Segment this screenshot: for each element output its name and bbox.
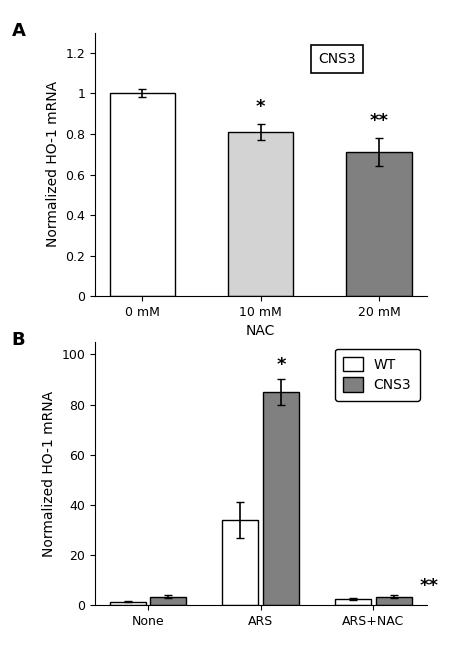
Bar — [110, 93, 175, 296]
Text: *: * — [276, 356, 286, 374]
Y-axis label: Normalized HO-1 mRNA: Normalized HO-1 mRNA — [42, 391, 55, 557]
Text: B: B — [12, 331, 26, 349]
Text: A: A — [12, 22, 26, 40]
Bar — [228, 132, 293, 296]
Bar — [263, 392, 299, 605]
Bar — [222, 520, 258, 605]
Text: CNS3: CNS3 — [318, 52, 356, 66]
Legend: WT, CNS3: WT, CNS3 — [335, 349, 419, 400]
Text: **: ** — [420, 577, 439, 596]
Bar — [110, 602, 146, 605]
Bar — [335, 599, 371, 605]
Bar — [375, 596, 411, 605]
Y-axis label: Normalized HO-1 mRNA: Normalized HO-1 mRNA — [46, 81, 60, 247]
Text: **: ** — [370, 112, 389, 130]
Bar — [346, 152, 411, 296]
Bar — [150, 596, 186, 605]
X-axis label: NAC: NAC — [246, 324, 275, 339]
Text: *: * — [256, 98, 265, 116]
